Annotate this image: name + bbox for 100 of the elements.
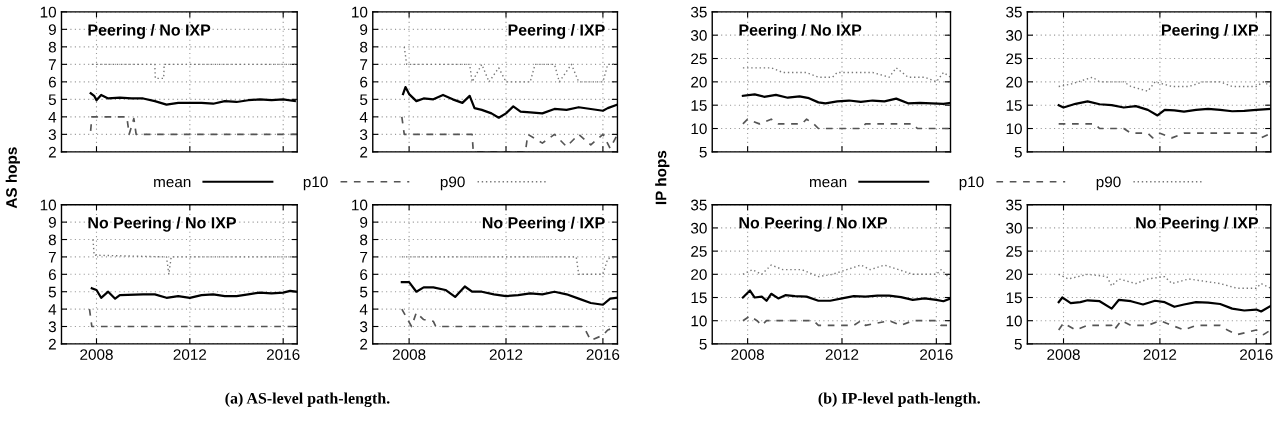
y-tick-label: 9 [360,24,368,36]
legend-label: p10 [303,176,328,191]
line-series [742,67,951,83]
x-tick-label: 2016 [920,349,953,360]
y-tick-label: 2 [48,338,56,350]
y-tick-label: 35 [1006,199,1022,211]
y-tick-label: 2 [360,146,368,158]
y-tick-label: 3 [48,129,56,141]
y-tick-label: 8 [360,41,368,53]
y-tick-label: 6 [48,76,56,88]
y-tick-label: 6 [360,269,368,280]
y-tick-label: 5 [360,286,368,298]
line-series [92,238,298,276]
y-tick-label: 15 [691,292,707,304]
y-tick-label: 6 [360,76,368,88]
line-series [1057,76,1271,92]
x-tick-label: 2012 [173,349,207,360]
y-tick-label: 9 [48,217,56,228]
y-tick-label: 5 [360,94,368,106]
y-tick-label: 10 [40,199,57,211]
y-tick-label: 30 [1006,222,1022,234]
legend-label: p90 [1096,176,1121,191]
y-tick-label: 4 [359,304,368,315]
x-tick-label: 2012 [1143,349,1177,360]
y-tick-label: 9 [360,217,368,228]
y-tick-label: 4 [48,111,57,123]
legend-label: mean [154,178,191,188]
y-tick-label: 7 [48,251,56,263]
x-tick-label: 2008 [80,349,113,360]
y-tick-label: 35 [690,6,707,18]
line-series [401,308,618,342]
y-tick-label: 15 [1006,292,1022,304]
y-tick-label: 20 [691,76,707,88]
y-tick-label: 10 [40,6,57,18]
y-tick-label: 3 [360,129,368,141]
x-tick-label: 2016 [586,349,620,360]
text: No Peering / No IXP [88,216,236,232]
x-tick-label: 2008 [731,349,764,360]
legend-label: p10 [959,176,984,191]
y-tick-label: 5 [48,286,56,298]
y-tick-label: 5 [1014,338,1022,350]
y-tick-label: 10 [1006,123,1022,135]
y-tick-label: 5 [1014,146,1022,158]
x-tick-label: 2008 [1047,349,1080,360]
y-axis-title: AS hops [5,147,20,209]
y-tick-label: 10 [352,199,368,211]
x-tick-label: 2016 [266,349,300,360]
y-tick-label: 5 [699,146,707,158]
text: Peering / IXP [1162,23,1259,39]
line-series [1057,123,1271,139]
x-tick-label: 2012 [489,349,523,360]
y-tick-label: 3 [360,321,368,333]
y-axis-title: IP hops [655,150,670,205]
x-tick-label: 2012 [825,349,859,360]
y-tick-label: 10 [691,123,707,135]
y-tick-label: 10 [352,6,368,18]
text: (a) AS-level path-length. [225,392,390,408]
y-tick-label: 8 [360,234,368,246]
y-tick-label: 9 [48,24,56,36]
text: Peering / IXP [508,23,605,39]
y-tick-label: 30 [690,30,707,41]
y-tick-label: 7 [48,59,56,70]
y-tick-label: 35 [690,199,707,211]
y-tick-label: 20 [691,269,707,280]
y-tick-label: 15 [691,100,707,111]
y-tick-label: 30 [1006,30,1022,41]
x-tick-label: 2016 [1240,349,1273,360]
y-tick-label: 25 [691,53,707,65]
y-tick-label: 30 [690,222,707,234]
y-tick-label: 15 [1006,100,1022,111]
legend-label: p90 [440,176,465,191]
y-tick-label: 4 [48,304,57,315]
y-tick-label: 6 [48,269,56,280]
y-tick-label: 20 [1006,76,1022,88]
y-tick-label: 35 [1006,6,1022,18]
line-series [89,116,298,136]
line-series [401,116,618,152]
y-tick-label: 10 [691,315,707,327]
y-tick-label: 10 [1006,315,1022,327]
y-tick-label: 7 [360,59,368,70]
y-tick-label: 25 [691,245,707,257]
y-tick-label: 25 [1006,245,1022,257]
line-series [1057,273,1271,289]
y-tick-label: 5 [48,94,56,106]
text: No Peering / IXP [1136,216,1259,232]
x-tick-label: 2008 [392,349,426,360]
y-tick-label: 8 [48,234,56,246]
y-tick-label: 3 [48,321,56,333]
y-tick-label: 2 [360,338,368,350]
y-tick-label: 8 [48,41,56,53]
text: No Peering / IXP [482,216,605,232]
text: Peering / No IXP [739,23,862,39]
y-tick-label: 20 [1006,269,1022,280]
line-series [742,264,951,280]
y-tick-label: 4 [359,111,368,123]
legend-label: mean [809,178,847,188]
text: (b) IP-level path-length. [818,392,980,408]
y-tick-label: 2 [48,146,56,158]
text: No Peering / No IXP [739,216,887,232]
y-tick-label: 5 [699,338,707,350]
